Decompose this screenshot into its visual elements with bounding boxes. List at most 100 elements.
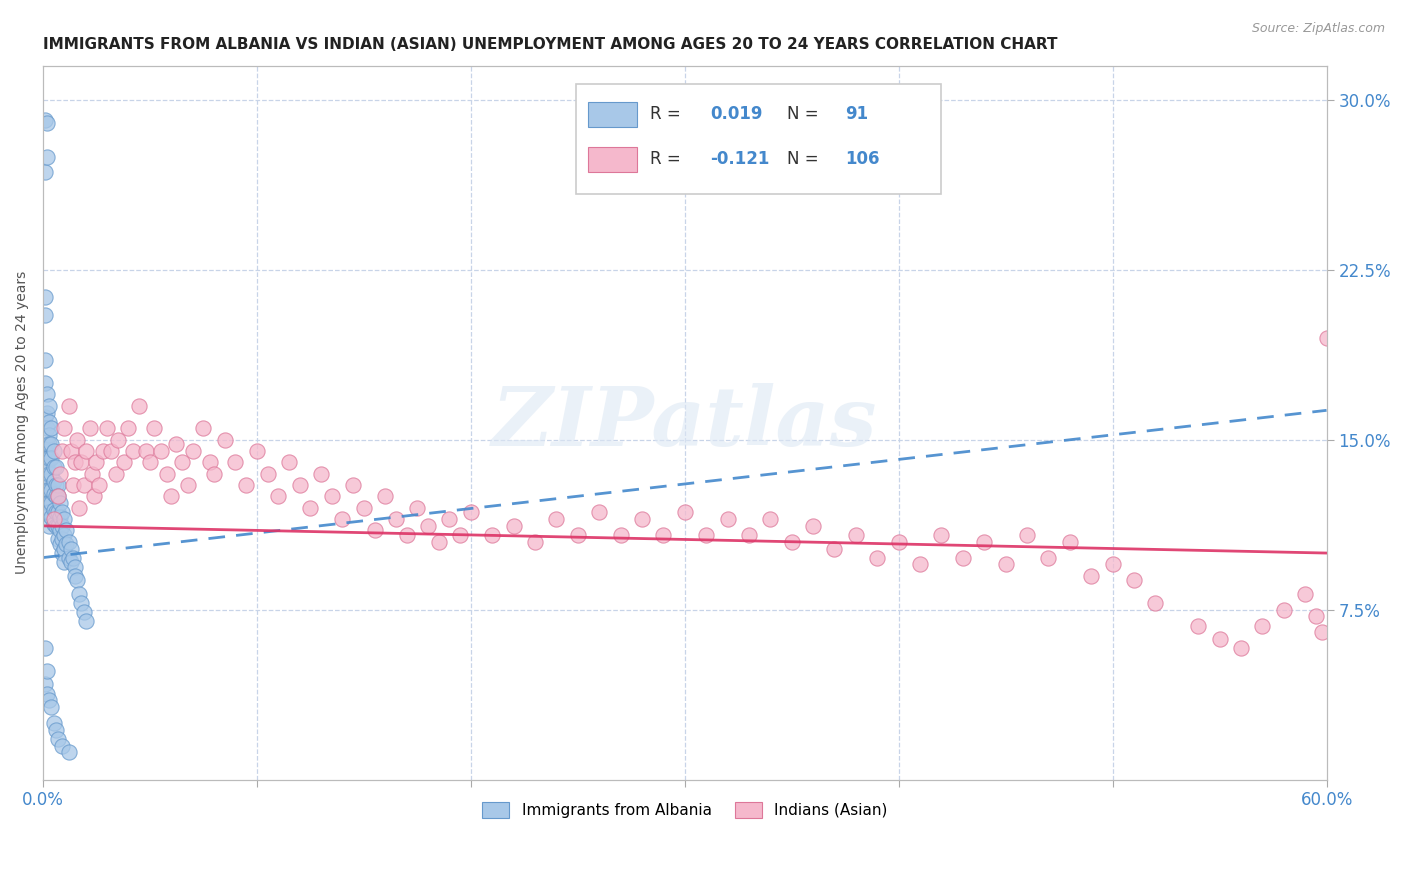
Indians (Asian) [1251, 618, 1274, 632]
Indians (Asian) [427, 534, 450, 549]
Text: ZIPatlas: ZIPatlas [492, 383, 877, 463]
Immigrants from Albania [37, 150, 59, 164]
Indians (Asian) [406, 500, 429, 515]
Immigrants from Albania [45, 505, 67, 519]
Indians (Asian) [342, 478, 364, 492]
Immigrants from Albania [67, 587, 90, 601]
Indians (Asian) [86, 455, 108, 469]
Immigrants from Albania [42, 716, 65, 731]
Immigrants from Albania [42, 460, 65, 475]
Immigrants from Albania [46, 490, 69, 504]
Immigrants from Albania [51, 519, 73, 533]
Immigrants from Albania [34, 353, 56, 368]
Indians (Asian) [1208, 632, 1230, 647]
Immigrants from Albania [37, 505, 59, 519]
Immigrants from Albania [46, 478, 69, 492]
Text: N =: N = [787, 104, 824, 123]
Immigrants from Albania [34, 677, 56, 691]
Indians (Asian) [149, 444, 172, 458]
Indians (Asian) [121, 444, 143, 458]
Immigrants from Albania [37, 460, 59, 475]
Indians (Asian) [160, 490, 183, 504]
FancyBboxPatch shape [575, 84, 942, 194]
Immigrants from Albania [38, 693, 60, 707]
Immigrants from Albania [42, 516, 65, 531]
Indians (Asian) [502, 519, 524, 533]
Immigrants from Albania [49, 524, 72, 538]
Indians (Asian) [353, 500, 375, 515]
Indians (Asian) [588, 505, 610, 519]
Indians (Asian) [72, 478, 94, 492]
Indians (Asian) [143, 421, 166, 435]
Immigrants from Albania [38, 399, 60, 413]
Indians (Asian) [1187, 618, 1209, 632]
Indians (Asian) [1123, 573, 1146, 587]
Immigrants from Albania [45, 490, 67, 504]
Indians (Asian) [738, 528, 761, 542]
Immigrants from Albania [53, 528, 76, 542]
Immigrants from Albania [58, 534, 80, 549]
Text: N =: N = [787, 150, 824, 168]
Indians (Asian) [1305, 609, 1327, 624]
Indians (Asian) [235, 478, 257, 492]
Bar [589, 147, 637, 171]
Indians (Asian) [1294, 587, 1316, 601]
Immigrants from Albania [37, 115, 59, 129]
Indians (Asian) [156, 467, 179, 481]
Indians (Asian) [82, 467, 104, 481]
Indians (Asian) [887, 534, 910, 549]
Indians (Asian) [652, 528, 675, 542]
Indians (Asian) [716, 512, 738, 526]
Indians (Asian) [165, 437, 187, 451]
Indians (Asian) [58, 399, 80, 413]
Indians (Asian) [67, 500, 90, 515]
Immigrants from Albania [38, 450, 60, 465]
Indians (Asian) [1059, 534, 1081, 549]
Indians (Asian) [59, 444, 82, 458]
Indians (Asian) [673, 505, 696, 519]
Indians (Asian) [177, 478, 200, 492]
Immigrants from Albania [72, 605, 94, 619]
Immigrants from Albania [34, 113, 56, 128]
Text: IMMIGRANTS FROM ALBANIA VS INDIAN (ASIAN) UNEMPLOYMENT AMONG AGES 20 TO 24 YEARS: IMMIGRANTS FROM ALBANIA VS INDIAN (ASIAN… [44, 37, 1057, 53]
Immigrants from Albania [53, 555, 76, 569]
Indians (Asian) [256, 467, 278, 481]
Indians (Asian) [42, 512, 65, 526]
Indians (Asian) [46, 490, 69, 504]
Immigrants from Albania [34, 376, 56, 391]
Bar [589, 103, 637, 127]
Indians (Asian) [79, 421, 101, 435]
Indians (Asian) [374, 490, 396, 504]
Indians (Asian) [759, 512, 782, 526]
Immigrants from Albania [41, 700, 63, 714]
Indians (Asian) [631, 512, 654, 526]
Immigrants from Albania [70, 596, 93, 610]
Indians (Asian) [87, 478, 110, 492]
Indians (Asian) [107, 433, 129, 447]
Indians (Asian) [53, 421, 76, 435]
Indians (Asian) [332, 512, 354, 526]
Indians (Asian) [695, 528, 717, 542]
Immigrants from Albania [37, 686, 59, 700]
Indians (Asian) [193, 421, 215, 435]
Indians (Asian) [112, 455, 135, 469]
Immigrants from Albania [46, 505, 69, 519]
Immigrants from Albania [38, 437, 60, 451]
Indians (Asian) [439, 512, 461, 526]
Immigrants from Albania [53, 541, 76, 556]
Immigrants from Albania [45, 460, 67, 475]
Immigrants from Albania [38, 496, 60, 510]
Immigrants from Albania [41, 450, 63, 465]
Immigrants from Albania [59, 541, 82, 556]
Immigrants from Albania [51, 739, 73, 753]
Immigrants from Albania [37, 437, 59, 451]
Immigrants from Albania [51, 533, 73, 547]
Indians (Asian) [267, 490, 290, 504]
Immigrants from Albania [42, 487, 65, 501]
Immigrants from Albania [42, 444, 65, 458]
Immigrants from Albania [37, 496, 59, 510]
Indians (Asian) [100, 444, 122, 458]
Immigrants from Albania [41, 437, 63, 451]
Immigrants from Albania [34, 467, 56, 481]
Indians (Asian) [1230, 641, 1253, 656]
